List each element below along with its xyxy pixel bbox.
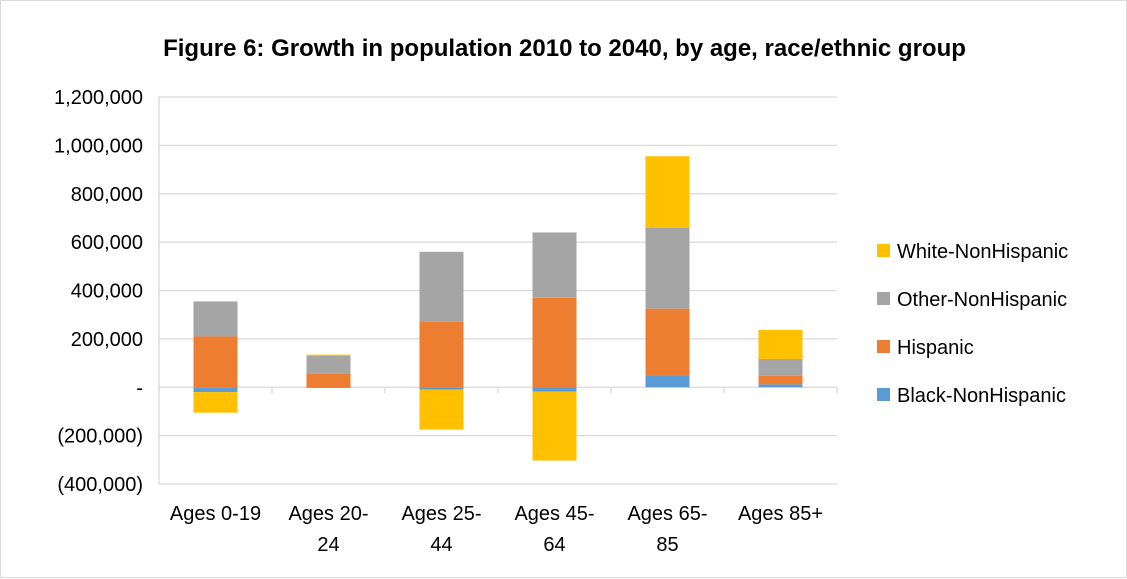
legend-label: Black-NonHispanic <box>897 385 1066 407</box>
bars <box>193 156 803 461</box>
y-tick-label: - <box>136 377 143 399</box>
x-tick-label: Ages 0-19 <box>170 503 261 525</box>
bar-other-nonhispanic-4 <box>645 227 690 309</box>
bar-hispanic-5 <box>758 375 803 385</box>
bar-black-nonhispanic-4 <box>645 375 690 388</box>
legend-swatch <box>877 244 890 257</box>
bar-other-nonhispanic-0 <box>193 301 238 337</box>
y-axis-tick-labels: 1,200,000 1,000,000 800,000 600,000 400,000 2… <box>54 87 143 496</box>
y-tick-label: 200,000 <box>71 329 143 351</box>
bar-other-nonhispanic-5 <box>758 358 803 376</box>
bar-black-nonhispanic-1 <box>306 387 351 388</box>
bar-white-nonhispanic-1 <box>306 354 351 356</box>
bar-white-nonhispanic-0 <box>193 392 238 413</box>
x-tick-label: 64 <box>543 534 565 556</box>
y-tick-label: 800,000 <box>71 184 143 206</box>
bar-hispanic-1 <box>306 373 351 388</box>
legend-swatch <box>877 388 890 401</box>
bar-black-nonhispanic-0 <box>193 387 238 393</box>
bar-hispanic-2 <box>419 321 464 388</box>
legend-label: Hispanic <box>897 337 974 359</box>
legend-label: White-NonHispanic <box>897 241 1068 263</box>
y-tick-label: 400,000 <box>71 281 143 303</box>
bar-black-nonhispanic-5 <box>758 384 803 388</box>
x-tick-label: Ages 20- <box>288 503 368 525</box>
x-axis-tick-labels: Ages 0-19 Ages 20- 24 Ages 25- 44 Ages 45- 64 A… <box>170 503 823 556</box>
legend: White-NonHispanic Other-NonHispanic Hispan… <box>877 241 1068 407</box>
bar-hispanic-0 <box>193 336 238 388</box>
legend-label: Other-NonHispanic <box>897 289 1067 311</box>
bar-white-nonhispanic-4 <box>645 156 690 228</box>
x-tick-label: 24 <box>317 534 339 556</box>
bar-hispanic-3 <box>532 297 577 388</box>
gridlines <box>158 96 838 485</box>
bar-black-nonhispanic-3 <box>532 387 577 392</box>
legend-swatch <box>877 340 890 353</box>
x-tick-label: Ages 45- <box>514 503 594 525</box>
y-tick-label: (200,000) <box>57 426 143 448</box>
x-tick-label: Ages 25- <box>401 503 481 525</box>
y-tick-label: 600,000 <box>71 232 143 254</box>
bar-white-nonhispanic-5 <box>758 329 803 359</box>
bar-white-nonhispanic-2 <box>419 389 464 430</box>
y-tick-label: 1,200,000 <box>54 87 143 109</box>
bar-white-nonhispanic-3 <box>532 391 577 461</box>
bar-other-nonhispanic-3 <box>532 232 577 298</box>
chart-title: Figure 6: Growth in population 2010 to 2… <box>163 35 966 62</box>
bar-other-nonhispanic-1 <box>306 355 351 374</box>
x-tick-label: 85 <box>656 534 678 556</box>
y-tick-label: 1,000,000 <box>54 135 143 157</box>
x-tick-label: Ages 85+ <box>738 503 823 525</box>
bar-other-nonhispanic-2 <box>419 251 464 322</box>
legend-swatch <box>877 292 890 305</box>
bar-black-nonhispanic-2 <box>419 387 464 390</box>
x-tick-label: Ages 65- <box>627 503 707 525</box>
x-tick-label: 44 <box>430 534 452 556</box>
bar-hispanic-4 <box>645 308 690 376</box>
y-tick-label: (400,000) <box>57 474 143 496</box>
